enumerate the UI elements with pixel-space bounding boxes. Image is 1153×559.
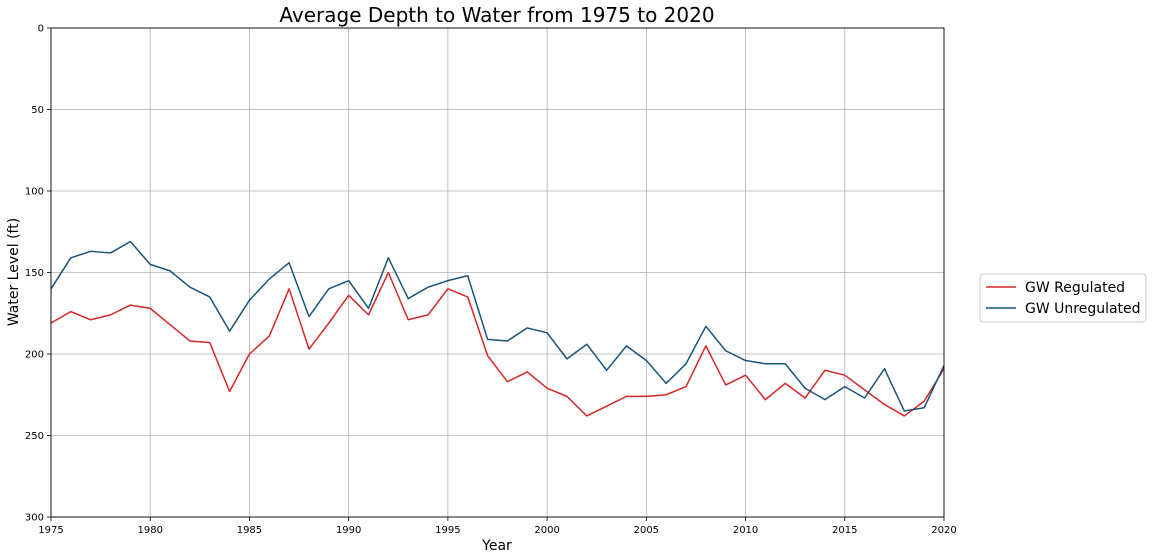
x-tick-label: 1990 — [336, 525, 361, 536]
x-tick-label: 2015 — [832, 525, 857, 536]
x-tick-label: 1975 — [38, 525, 63, 536]
x-tick-label: 2020 — [931, 525, 956, 536]
series-line-unregulated — [50, 240, 945, 412]
x-tick-label: 1985 — [237, 525, 262, 536]
series-line-regulated — [50, 271, 945, 417]
y-tick-label: 200 — [25, 350, 44, 361]
axis-ticks: 1975 1980 1985 1990 1995 2000 2005 2010 2015 2020… — [25, 24, 957, 537]
x-tick-label: 2000 — [534, 525, 559, 536]
x-tick-label: 2005 — [634, 525, 659, 536]
y-tick-label: 100 — [25, 187, 44, 198]
legend: GW Regulated GW Unregulated — [979, 273, 1147, 323]
x-axis-label: Year — [481, 538, 512, 554]
chart-title: Average Depth to Water from 1975 to 2020 — [279, 3, 714, 27]
y-tick-label: 250 — [25, 431, 44, 442]
y-axis-label: Water Level (ft) — [6, 218, 22, 326]
legend-label-regulated: GW Regulated — [1025, 280, 1125, 296]
x-tick-label: 2010 — [733, 525, 758, 536]
x-tick-label: 1995 — [435, 525, 460, 536]
y-tick-label: 300 — [25, 513, 44, 524]
y-tick-label: 0 — [38, 24, 44, 35]
x-tick-label: 1980 — [137, 525, 162, 536]
legend-box — [979, 273, 1147, 323]
y-tick-label: 50 — [31, 105, 44, 116]
series-lines — [50, 240, 945, 417]
y-tick-label: 150 — [25, 268, 44, 279]
legend-label-unregulated: GW Unregulated — [1025, 301, 1141, 317]
